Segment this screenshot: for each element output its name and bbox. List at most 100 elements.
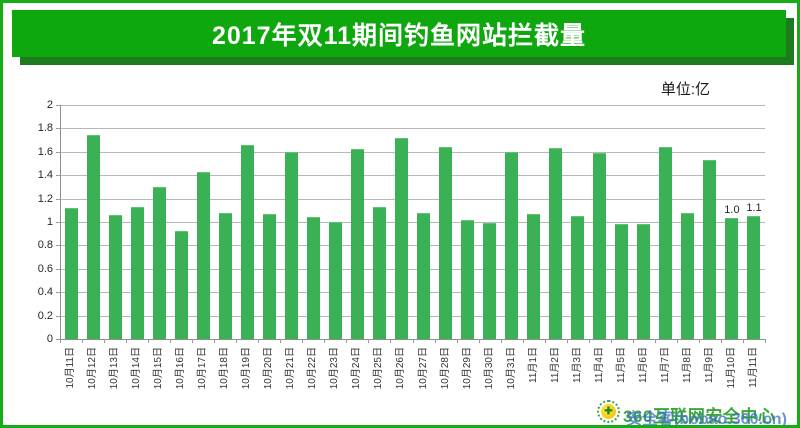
x-axis-tick: [632, 339, 634, 343]
bar-value-label: 1.1: [746, 202, 762, 215]
bar: [681, 212, 695, 339]
bar: [130, 206, 144, 339]
watermark-text-blue: 安全客(bobao.360.cn): [626, 411, 787, 428]
bar: [725, 218, 739, 339]
bar: [372, 206, 386, 339]
page-title: 2017年双11期间钓鱼网站拦截量: [211, 21, 587, 50]
bar: [483, 223, 497, 339]
x-axis-tick-label: 11月7日: [659, 347, 671, 383]
y-axis-tick-label: 0.2: [37, 309, 53, 322]
bar: [505, 151, 519, 339]
360-logo-core-icon: ✚: [601, 404, 616, 419]
y-axis-tick-label: 0.4: [37, 286, 53, 299]
y-axis-tick: [56, 268, 60, 270]
gridline: [60, 268, 765, 270]
y-axis-tick: [56, 222, 60, 223]
x-axis-tick-label: 10月25日: [373, 347, 385, 390]
x-axis-tick-label: 10月20日: [263, 347, 275, 390]
y-axis-tick-label: 1.8: [37, 122, 53, 135]
x-axis-tick: [544, 339, 546, 343]
x-axis-tick-label: 10月31日: [505, 347, 517, 390]
x-axis-tick-label: 10月26日: [395, 347, 407, 390]
bar: [284, 151, 298, 339]
x-axis-tick: [258, 339, 260, 343]
bar: [527, 213, 541, 339]
bar: [86, 135, 100, 339]
x-axis-tick: [82, 339, 84, 343]
x-axis-tick-label: 10月14日: [131, 347, 143, 390]
gridline: [60, 151, 765, 153]
x-axis-tick-label: 10月18日: [219, 347, 231, 390]
x-axis-tick: [126, 339, 128, 343]
x-axis-tick: [236, 339, 238, 343]
x-axis-tick: [346, 339, 348, 343]
footer-watermark: ✚ 360互联网安全中心 安全客(bobao.360.cn): [3, 396, 797, 428]
x-axis-tick: [676, 339, 678, 343]
bar: [394, 137, 408, 339]
x-axis-tick-label: 10月21日: [285, 347, 297, 390]
x-axis-tick-label: 10月19日: [241, 347, 253, 390]
x-axis-tick-label: 11月5日: [615, 347, 627, 383]
y-axis-tick: [56, 175, 60, 177]
x-axis-tick: [610, 339, 612, 343]
x-axis-tick-label: 11月11日: [747, 347, 759, 388]
bar: [240, 144, 254, 339]
x-axis-tick: [280, 339, 282, 343]
x-axis-tick: [654, 339, 656, 343]
bar-value-label: 1.0: [724, 204, 740, 217]
x-axis-tick: [192, 339, 194, 343]
x-axis-tick-label: 10月17日: [197, 347, 209, 390]
x-axis-tick-label: 11月2日: [549, 347, 561, 383]
x-axis-tick-label: 10月13日: [109, 347, 121, 390]
x-axis-tick-label: 10月22日: [307, 347, 319, 390]
y-axis-tick: [56, 315, 60, 317]
gridline: [60, 292, 765, 294]
y-axis-tick-label: 0.8: [37, 239, 53, 252]
header-banner: 2017年双11期间钓鱼网站拦截量: [12, 10, 786, 57]
x-axis-tick-label: 11月4日: [593, 347, 605, 383]
x-axis-tick-label: 10月11日: [65, 347, 77, 389]
y-axis-tick-label: 0: [46, 333, 53, 345]
y-axis-tick: [56, 198, 60, 200]
x-axis-tick-label: 10月23日: [329, 347, 341, 390]
bar: [306, 217, 320, 339]
y-axis-line: [60, 105, 61, 339]
y-axis-tick-label: 0.6: [37, 262, 53, 275]
unit-label: 单位:亿: [660, 81, 710, 98]
x-axis-tick: [214, 339, 216, 343]
watermark-text-green: 360互联网安全中心: [623, 407, 776, 426]
x-axis-tick: [478, 339, 480, 343]
x-axis-tick: [302, 339, 304, 343]
y-axis-tick-label: 1.2: [37, 192, 53, 205]
x-axis-tick-label: 11月3日: [571, 347, 583, 383]
x-axis-tick-label: 10月15日: [153, 347, 165, 390]
x-axis-tick: [456, 339, 458, 343]
bar: [461, 219, 475, 339]
bar: [747, 216, 761, 339]
x-axis-tick: [500, 339, 502, 343]
360-logo-icon: ✚: [597, 400, 620, 423]
x-axis-tick-label: 10月29日: [461, 347, 473, 390]
y-axis-tick-label: 1.6: [37, 145, 53, 158]
bar: [328, 222, 342, 339]
gridline: [60, 222, 765, 223]
x-axis-tick: [324, 339, 326, 343]
x-axis-tick-label: 10月28日: [439, 347, 451, 390]
bar: [174, 231, 188, 339]
y-axis-tick-label: 1.4: [37, 169, 53, 182]
bar: [218, 212, 232, 339]
gridline: [60, 198, 765, 200]
x-axis-tick-label: 11月6日: [637, 347, 649, 383]
x-axis-tick-label: 10月30日: [483, 347, 495, 390]
x-axis-tick-label: 10月27日: [417, 347, 429, 390]
x-axis-tick-label: 10月12日: [87, 347, 99, 390]
bar: [196, 171, 210, 339]
bar: [350, 149, 364, 339]
bar: [593, 152, 607, 339]
y-axis-tick-label: 1: [46, 216, 53, 228]
x-axis-tick: [148, 339, 150, 343]
x-axis-tick: [368, 339, 370, 343]
y-axis-tick-label: 2: [46, 99, 53, 111]
x-axis-tick: [742, 339, 744, 343]
x-axis-tick: [566, 339, 568, 343]
